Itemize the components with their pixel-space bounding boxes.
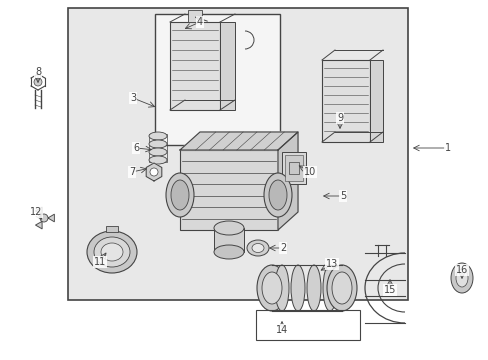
Ellipse shape [306,265,320,311]
Ellipse shape [331,272,351,304]
Text: 5: 5 [339,191,346,201]
Ellipse shape [171,180,189,210]
Polygon shape [146,163,162,181]
Bar [68,8,407,300]
Text: 13: 13 [325,259,337,269]
Bar [220,22,235,110]
Ellipse shape [149,140,167,148]
Circle shape [40,214,48,222]
Polygon shape [36,221,42,229]
Text: 8: 8 [35,67,41,77]
Circle shape [34,78,42,86]
Ellipse shape [149,148,167,156]
Ellipse shape [214,245,244,259]
Ellipse shape [274,265,288,311]
Ellipse shape [165,173,194,217]
Bar [149,134,167,162]
Bar [369,60,382,142]
Text: 12: 12 [30,207,42,217]
Bar [321,60,369,142]
Text: 7: 7 [129,167,135,177]
Ellipse shape [246,240,268,256]
Text: 9: 9 [336,113,343,123]
Ellipse shape [268,180,286,210]
Ellipse shape [450,263,472,293]
Ellipse shape [149,156,167,164]
Text: 14: 14 [275,325,287,335]
Polygon shape [180,132,297,150]
Bar [106,226,118,232]
Text: 3: 3 [130,93,136,103]
Polygon shape [278,132,297,230]
Bar [155,14,280,145]
Ellipse shape [290,265,305,311]
Bar [285,155,303,181]
Text: 15: 15 [383,285,395,295]
Bar [180,150,278,230]
Ellipse shape [149,132,167,140]
Bar [214,228,244,252]
Ellipse shape [455,269,467,287]
Bar [288,162,298,174]
Bar [282,152,305,184]
Bar [187,10,202,22]
Ellipse shape [214,221,244,235]
Ellipse shape [101,243,123,261]
Polygon shape [36,207,42,215]
Ellipse shape [94,237,130,267]
Ellipse shape [323,265,336,311]
Ellipse shape [87,231,137,273]
Ellipse shape [264,173,291,217]
Ellipse shape [326,265,356,311]
Ellipse shape [251,243,264,252]
Text: 2: 2 [279,243,285,253]
Text: 4: 4 [197,17,203,27]
Bar [170,22,220,110]
Text: 10: 10 [303,167,315,177]
Text: 1: 1 [444,143,450,153]
Polygon shape [48,214,54,222]
Text: 6: 6 [133,143,139,153]
Ellipse shape [257,265,286,311]
Text: 11: 11 [94,257,106,267]
Bar [256,310,359,340]
Circle shape [150,168,158,176]
Text: 16: 16 [455,265,467,275]
Ellipse shape [262,272,282,304]
